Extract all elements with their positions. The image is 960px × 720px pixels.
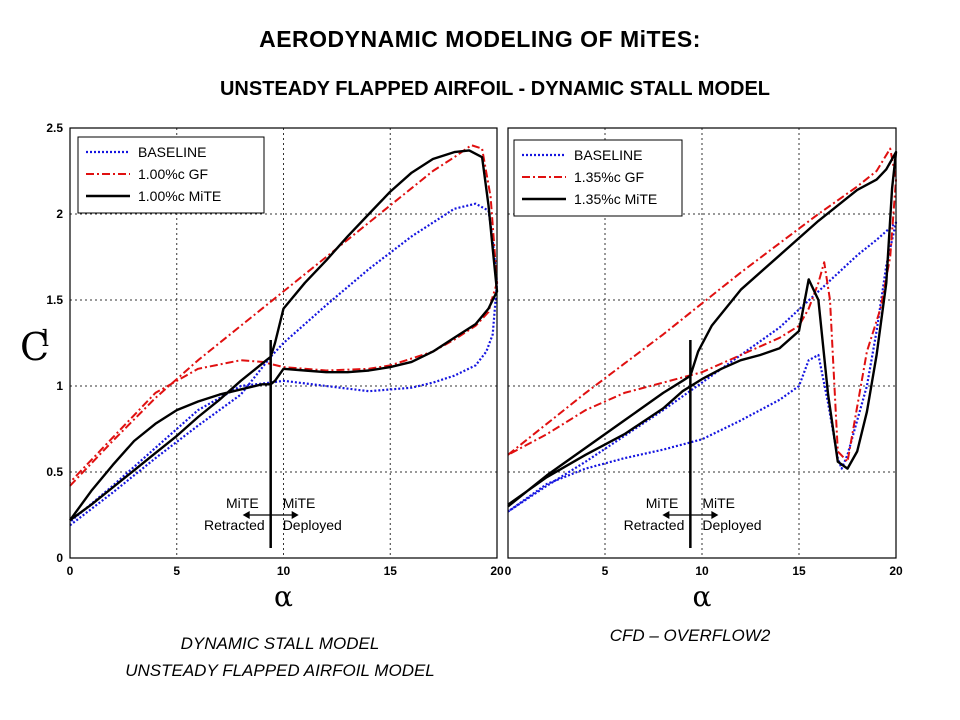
series-line-2 (507, 147, 897, 463)
y-axis-label-subscript: l (42, 327, 49, 352)
x-tick-label: 20 (490, 564, 504, 578)
caption-left-line1: DYNAMIC STALL MODEL (180, 634, 380, 653)
x-tick-label: 15 (792, 564, 806, 578)
y-tick-label: 1.5 (46, 293, 63, 307)
annotation-deployed-line1: MiTE (283, 495, 316, 511)
series-line-3 (69, 149, 499, 522)
x-tick-label: 0 (505, 564, 512, 578)
chart-left: 0 5 10 15 20 0 0.5 1 1.5 2 2.5 BASELINE 1.00%c GF 1.0… (20, 121, 504, 613)
x-tick-label: 5 (602, 564, 609, 578)
y-tick-label: 1 (56, 379, 63, 393)
x-tick-label: 15 (384, 564, 398, 578)
x-axis-label: α (693, 580, 712, 613)
x-tick-label: 10 (277, 564, 291, 578)
annotation-retracted-line1: MiTE (646, 495, 679, 511)
annotation-arrowhead-left (662, 511, 670, 519)
caption-left: DYNAMIC STALL MODEL UNSTEADY FLAPPED AIR… (20, 630, 540, 684)
caption-right: CFD – OVERFLOW2 (609, 626, 771, 645)
legend-label: 1.35%c MiTE (574, 191, 657, 207)
y-tick-label: 0.5 (46, 465, 63, 479)
y-tick-label: 2.5 (46, 121, 63, 135)
caption-left-line2: UNSTEADY FLAPPED AIRFOIL MODEL (125, 661, 435, 680)
page-subtitle: UNSTEADY FLAPPED AIRFOIL - DYNAMIC STALL… (219, 78, 770, 100)
y-axis-label: C (20, 325, 49, 369)
legend-label: BASELINE (574, 147, 642, 163)
x-axis-label: α (274, 580, 293, 613)
annotation-retracted-line2: Retracted (204, 517, 265, 533)
x-tick-label: 20 (889, 564, 903, 578)
series-line-3 (507, 150, 898, 508)
series-line-2 (69, 144, 498, 487)
page-title: AERODYNAMIC MODELING OF MiTES: (259, 26, 701, 52)
series-line-1 (507, 221, 898, 513)
annotation-deployed-line2: Deployed (283, 517, 342, 533)
legend-label: 1.35%c GF (574, 169, 644, 185)
x-tick-label: 0 (67, 564, 74, 578)
annotation-arrowhead-left (242, 511, 250, 519)
annotation-deployed-line1: MiTE (702, 495, 735, 511)
plot-frame (507, 127, 897, 559)
annotation-deployed-line2: Deployed (702, 517, 761, 533)
y-tick-label: 2 (56, 207, 63, 221)
legend-label: BASELINE (138, 144, 206, 160)
x-tick-label: 10 (695, 564, 709, 578)
legend-label: 1.00%c MiTE (138, 188, 221, 204)
chart-right: 0 5 10 15 20 BASELINE 1.35%c GF 1.35%c MiTE MiTE… (505, 127, 903, 613)
annotation-retracted-line1: MiTE (226, 495, 259, 511)
y-tick-label: 0 (56, 551, 63, 565)
annotation-arrowhead-right (291, 511, 299, 519)
plot-frame (69, 127, 498, 559)
annotation-retracted-line2: Retracted (624, 517, 685, 533)
annotation-arrowhead-right (711, 511, 719, 519)
legend-label: 1.00%c GF (138, 166, 208, 182)
x-tick-label: 5 (173, 564, 180, 578)
